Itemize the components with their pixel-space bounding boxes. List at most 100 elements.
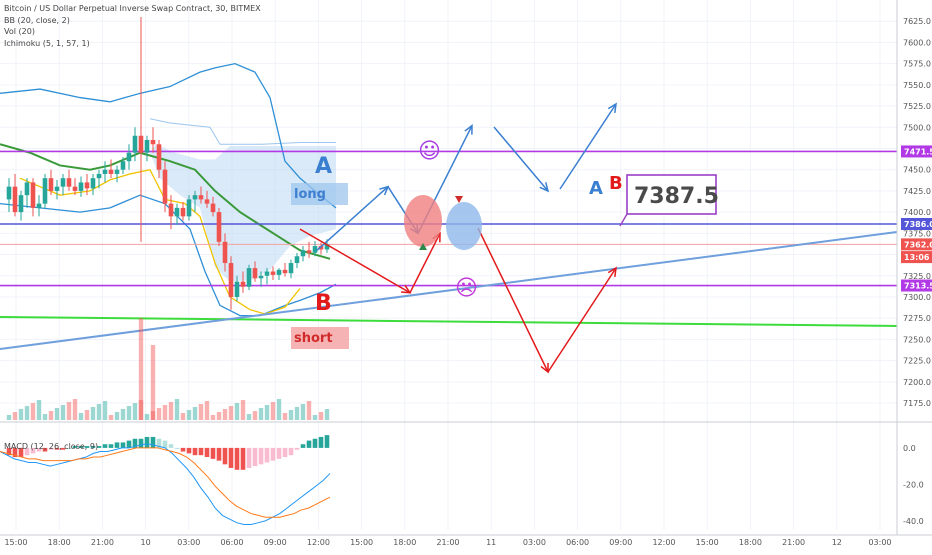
macd-histogram-bar [294, 447, 300, 450]
red-down-marker [455, 196, 463, 203]
candle-body [126, 152, 132, 162]
candle-body [204, 199, 210, 204]
red-arrow-segment[interactable] [547, 267, 617, 373]
candle-body [150, 140, 156, 145]
macd-histogram-bar [234, 447, 240, 470]
green-up-marker [419, 243, 427, 250]
indicator-macd: MACD (12, 26, close, 9) [4, 442, 99, 451]
volume-bar [198, 404, 204, 420]
volume-bar [114, 412, 120, 420]
time-tick-label: 12:00 [307, 538, 330, 547]
candle-body [324, 244, 330, 250]
indicator-ichimoku: Ichimoku (5, 1, 57, 1) [4, 38, 90, 48]
volume-bar [102, 401, 108, 420]
bb-basis [0, 143, 331, 260]
macd-histogram-bar [288, 447, 294, 456]
time-tick-label: 03:00 [523, 538, 546, 547]
macd-histogram-bar [246, 447, 252, 468]
price-tick-label: 7625.0 [903, 17, 931, 26]
blue-circle[interactable] [446, 202, 482, 250]
volume-bar [306, 401, 312, 420]
blue-arrow-segment[interactable] [316, 186, 389, 251]
candle-body [282, 269, 288, 274]
smile-face-icon: ☺ [418, 139, 441, 164]
price-tick-label: 7175.0 [903, 399, 931, 408]
price-tick-label: 7400.0 [903, 208, 931, 217]
time-tick-label: 11 [486, 538, 496, 547]
volume-bar [150, 411, 156, 420]
candle-body [180, 207, 186, 217]
price-tick-label: 7525.0 [903, 102, 931, 111]
volume-bar [216, 412, 222, 420]
long-label: long [294, 187, 326, 202]
time-tick-label: 03:00 [868, 538, 891, 547]
volume-bar [180, 413, 186, 420]
arrow-head [607, 102, 617, 114]
red-arrow-segment[interactable] [299, 228, 411, 294]
tenkan-line [19, 168, 301, 315]
price-label-tag [901, 279, 932, 292]
volume-bar [96, 404, 102, 420]
red-circle[interactable] [404, 195, 442, 247]
volume-bar [210, 415, 216, 420]
macd-histogram-bar [36, 447, 42, 452]
short-box[interactable] [291, 327, 349, 349]
price-tick-label: 7225.0 [903, 357, 931, 366]
candle-body [54, 186, 60, 191]
macd-histogram-bar [198, 447, 204, 456]
volume-bar [192, 407, 198, 420]
macd-histogram-bar [216, 447, 222, 461]
price-callout-box[interactable] [626, 174, 717, 215]
green-support-line[interactable] [0, 316, 898, 327]
macd-legend: MACD (12, 26, close, 9) [4, 441, 98, 453]
time-tick-label: 15:00 [350, 538, 373, 547]
candle-body [144, 140, 150, 153]
macd-histogram-bar [78, 446, 84, 448]
rising-trendline[interactable] [0, 231, 898, 350]
candle-body [306, 250, 312, 253]
candle-body [210, 203, 216, 213]
candle-body [198, 195, 204, 200]
volume-bar [228, 406, 234, 420]
candle-body [60, 178, 66, 187]
candle-body [84, 182, 90, 189]
volume-bar [174, 399, 180, 420]
macd-histogram-bar [210, 447, 216, 459]
red-arrow-segment[interactable] [477, 227, 549, 373]
volume-bar [318, 412, 324, 420]
price-tick-label: 7275.0 [903, 314, 931, 323]
volume-bar [246, 414, 252, 420]
long-box[interactable] [291, 183, 348, 205]
price-tick-label: 7450.0 [903, 166, 931, 175]
macd-line [0, 443, 331, 526]
macd-histogram-bar [192, 447, 198, 456]
red-arrow-segment[interactable] [409, 232, 441, 294]
price-tick-label: 7200.0 [903, 378, 931, 387]
macd-tick-label: -40.0 [903, 517, 924, 526]
macd-histogram-bar [264, 447, 270, 463]
volume-bar [144, 414, 150, 420]
time-tick-label: 09:00 [264, 538, 287, 547]
macd-histogram-bar [18, 447, 24, 458]
volume-bar [18, 409, 24, 420]
time-tick-label: 03:00 [177, 538, 200, 547]
letter-b: B [609, 173, 623, 194]
candle-body [108, 169, 114, 174]
price-label-tag [901, 145, 932, 158]
candle-body [228, 263, 234, 297]
candle-body [6, 186, 12, 200]
volume-bar [42, 414, 48, 420]
volume-bar [12, 412, 18, 420]
blue-arrow-segment[interactable] [559, 103, 617, 190]
blue-arrow-segment[interactable] [493, 126, 549, 192]
volume-bar [162, 405, 168, 420]
macd-histogram-bar [300, 444, 306, 448]
arrow-head [607, 266, 617, 278]
macd-histogram-bar [48, 447, 54, 450]
time-tick-label: 18:00 [739, 538, 762, 547]
volume-bar [78, 413, 84, 420]
macd-histogram-bar [240, 447, 246, 470]
price-tick-label: 7375.0 [903, 229, 931, 238]
